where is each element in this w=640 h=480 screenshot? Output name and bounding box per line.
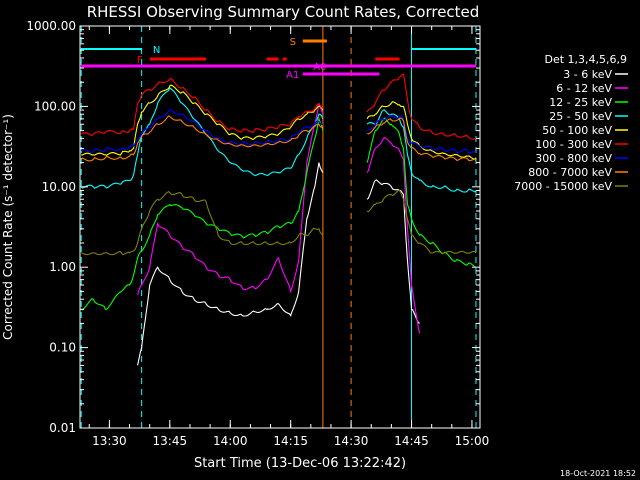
x-axis-label: Start Time (13-Dec-06 13:22:42) bbox=[194, 456, 406, 471]
flag-label-a0: A0 bbox=[313, 62, 326, 73]
legend-label: 300 - 800 keV bbox=[535, 152, 612, 165]
legend-label: 100 - 300 keV bbox=[535, 138, 612, 151]
legend-title: Det 1,3,4,5,6,9 bbox=[544, 53, 627, 66]
flag-label-s: S bbox=[290, 37, 296, 48]
series-line-5 bbox=[366, 101, 477, 160]
series-line-6 bbox=[366, 73, 477, 140]
legend-label: 6 - 12 keV bbox=[556, 82, 612, 95]
series-line-2 bbox=[366, 136, 421, 334]
legend-label: 7000 - 15000 keV bbox=[514, 180, 612, 193]
x-tick-label: 14:45 bbox=[394, 434, 429, 448]
series-line-2 bbox=[137, 102, 324, 296]
y-tick-label: 0.10 bbox=[49, 341, 76, 355]
x-tick-label: 14:30 bbox=[334, 434, 369, 448]
series-layer bbox=[80, 73, 477, 366]
series-line-7 bbox=[366, 114, 477, 154]
x-tick-label: 14:00 bbox=[213, 434, 248, 448]
series-line-6 bbox=[80, 77, 324, 137]
x-tick-label: 15:00 bbox=[455, 434, 490, 448]
legend-label: 50 - 100 keV bbox=[542, 124, 612, 137]
series-line-8 bbox=[367, 117, 477, 162]
series-line-3 bbox=[80, 116, 324, 311]
y-tick-label: 1.00 bbox=[49, 260, 76, 274]
chart-title: RHESSI Observing Summary Count Rates, Co… bbox=[87, 3, 480, 21]
series-line-5 bbox=[81, 84, 324, 156]
flag-label-n: N bbox=[153, 45, 160, 56]
series-line-9 bbox=[366, 189, 477, 255]
legend-label: 3 - 6 keV bbox=[563, 68, 612, 81]
y-tick-label: 10.00 bbox=[42, 180, 76, 194]
x-tick-label: 14:15 bbox=[273, 434, 308, 448]
series-line-9 bbox=[81, 190, 324, 256]
y-axis-label: Corrected Count Rate (s⁻¹ detector⁻¹) bbox=[1, 114, 15, 340]
y-tick-label: 100.00 bbox=[34, 99, 76, 113]
series-line-4 bbox=[366, 109, 477, 193]
series-line-3 bbox=[366, 117, 477, 268]
flag-label-a1: A1 bbox=[286, 70, 299, 81]
y-tick-label: 0.01 bbox=[49, 421, 76, 435]
flag-label-f: F bbox=[137, 55, 143, 66]
series-line-1 bbox=[366, 179, 420, 324]
plot-frame bbox=[79, 25, 481, 429]
series-line-1 bbox=[137, 162, 324, 366]
series-line-7 bbox=[80, 109, 324, 153]
legend-label: 25 - 50 keV bbox=[549, 110, 612, 123]
y-tick-label: 1000.00 bbox=[26, 19, 76, 33]
series-line-8 bbox=[80, 115, 324, 162]
axis-layer: 0.01 0.10 1.00 10.00 100.00 1000.00 13:30 13:45… bbox=[26, 19, 489, 448]
flag-layer: NF A0 A1 S bbox=[81, 37, 476, 81]
x-tick-label: 13:45 bbox=[153, 434, 188, 448]
legend-label: 800 - 7000 keV bbox=[528, 166, 612, 179]
timestamp: 18-Oct-2021 18:52 bbox=[560, 469, 636, 478]
plot-area bbox=[80, 26, 477, 428]
x-tick-label: 13:30 bbox=[92, 434, 127, 448]
legend-label: 12 - 25 keV bbox=[549, 96, 612, 109]
